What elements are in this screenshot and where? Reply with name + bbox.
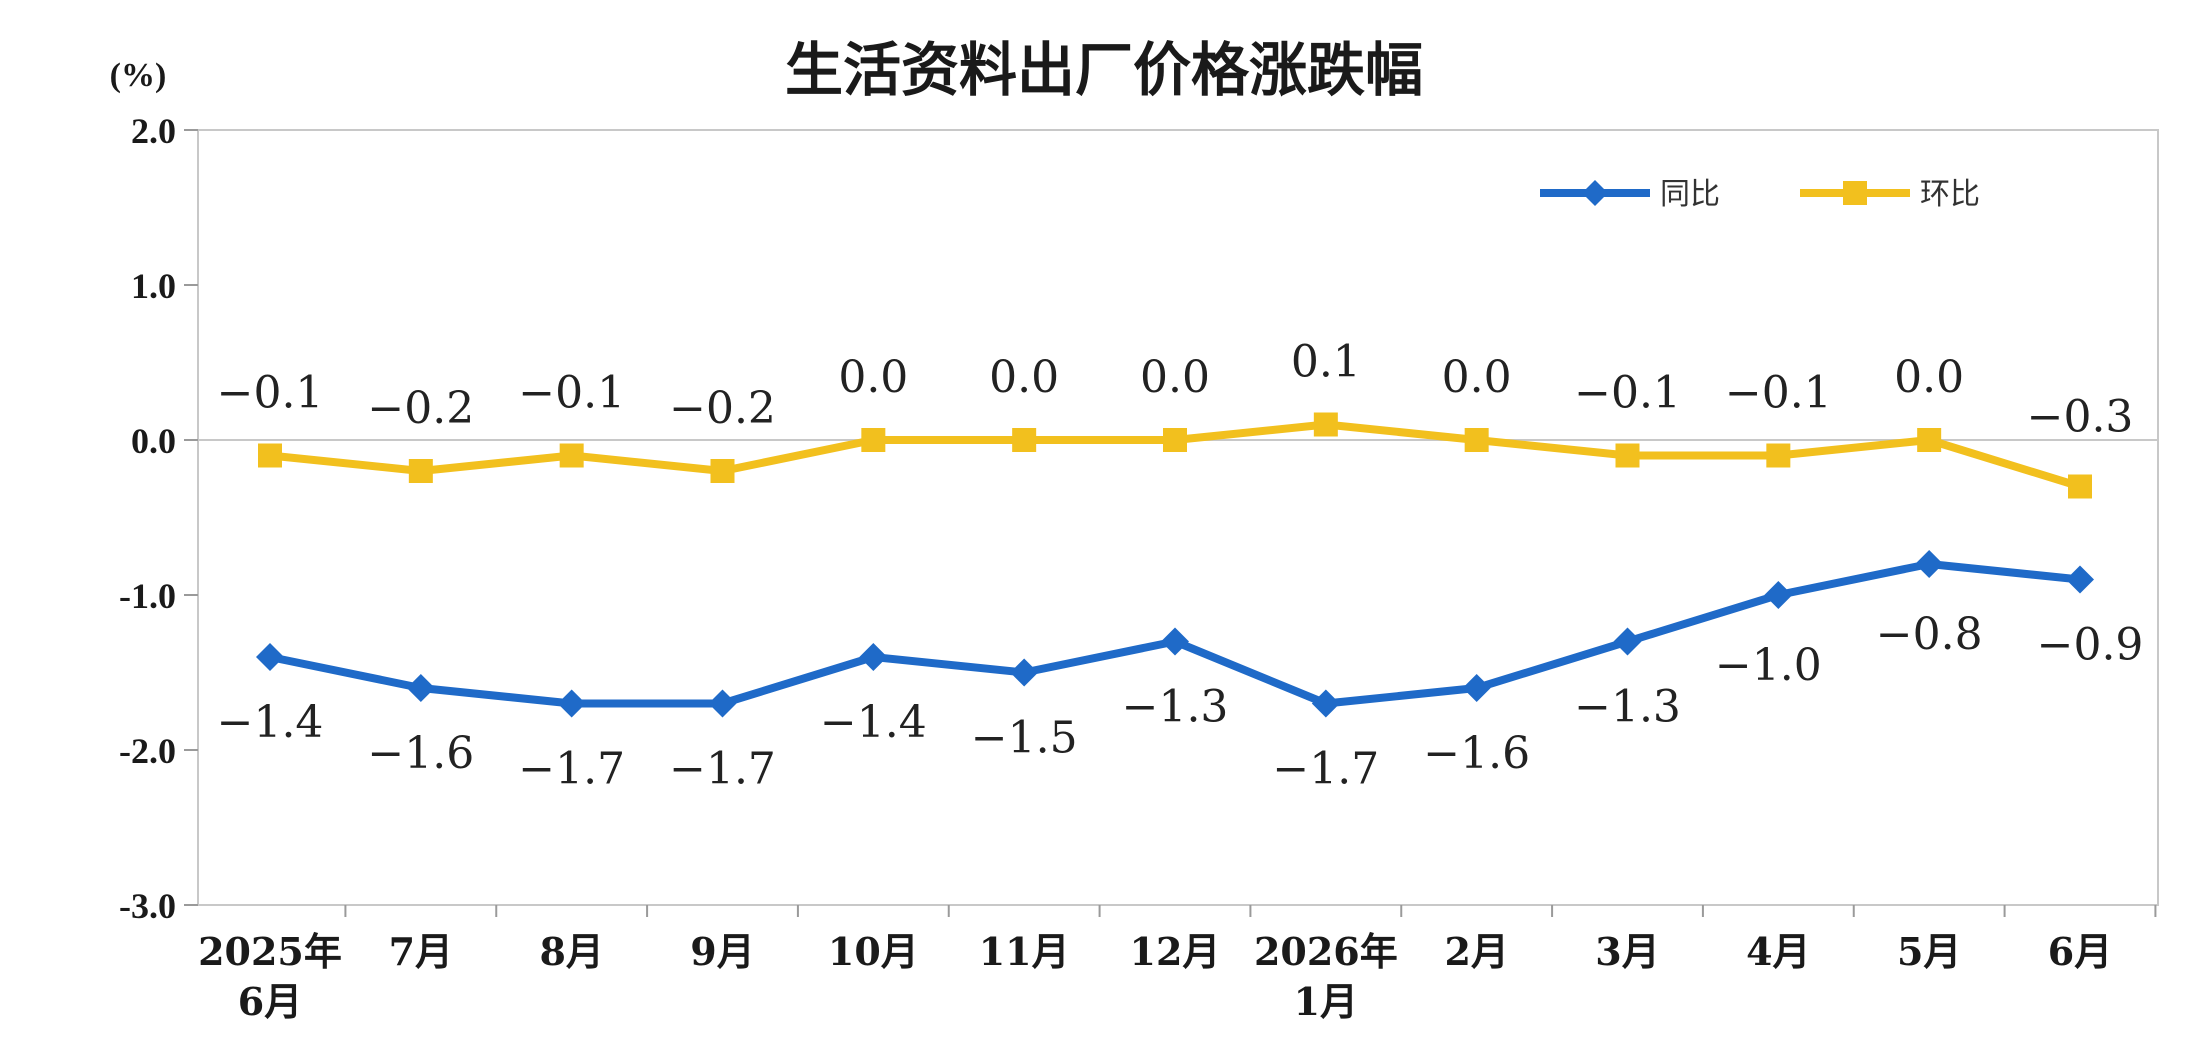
x-tick-label-line: 4月 [1746, 929, 1810, 974]
x-tick-label-line: 5月 [1897, 929, 1961, 974]
data-label-series-0: −1.3 [1122, 682, 1229, 733]
data-point-series-0 [1613, 627, 1642, 656]
data-label-series-0: −1.7 [669, 744, 776, 795]
x-tick-label: 7月 [389, 929, 453, 974]
legend-item-series-0: 同比 [1540, 177, 1720, 212]
data-point-series-1 [258, 443, 282, 468]
data-label-series-0: −1.6 [1423, 728, 1530, 779]
data-label-series-0: −1.5 [971, 713, 1078, 764]
x-tick-label-line: 11月 [979, 929, 1070, 974]
data-label-series-0: −1.4 [217, 697, 324, 748]
x-tick-label-line: 1月 [1294, 979, 1358, 1024]
data-label-series-1: −0.2 [669, 383, 776, 434]
data-label-series-1: 0.0 [838, 352, 908, 403]
data-point-series-1 [1917, 428, 1942, 452]
x-tick-label: 6月 [2048, 929, 2112, 974]
x-tick-label: 5月 [1897, 929, 1961, 974]
data-point-series-1 [2068, 474, 2092, 499]
legend-label-series-0: 同比 [1660, 177, 1720, 212]
legend: 同比 环比 [1540, 177, 1980, 212]
data-point-series-1 [1766, 443, 1791, 468]
data-label-series-1: 0.0 [1140, 352, 1210, 403]
data-label-series-0: −0.9 [2037, 620, 2144, 671]
data-label-series-0: −1.0 [1715, 640, 1822, 691]
data-point-series-0 [708, 689, 737, 718]
legend-item-series-1: 环比 [1800, 177, 1980, 212]
data-point-series-1 [710, 459, 735, 483]
data-point-series-0 [2066, 565, 2094, 594]
x-tick-label: 8月 [539, 929, 603, 974]
data-label-series-0: −1.4 [820, 697, 927, 748]
y-tick-label: -1.0 [119, 576, 176, 616]
data-point-series-0 [1764, 581, 1793, 609]
x-tick-label-line: 10月 [828, 929, 919, 974]
legend-diamond-icon [1582, 180, 1608, 206]
x-tick-label-line: 6月 [2048, 929, 2112, 974]
x-tick-label-line: 6月 [238, 979, 302, 1024]
x-tick-label: 4月 [1746, 929, 1810, 974]
chart-title: 生活资料出厂价格涨跌幅 [785, 36, 1423, 104]
data-label-series-1: −0.1 [1574, 368, 1681, 419]
x-tick-label: 10月 [828, 929, 919, 974]
plot-frame [197, 129, 2159, 906]
data-point-series-0 [1161, 627, 1189, 656]
data-label-series-0: −1.6 [367, 728, 474, 779]
data-label-series-0: −1.7 [518, 744, 625, 795]
x-tick-label-line: 2025年 [198, 929, 342, 974]
data-point-series-0 [256, 643, 284, 671]
data-label-series-1: 0.1 [1291, 337, 1361, 388]
data-point-series-1 [1012, 428, 1037, 452]
data-label-series-1: −0.2 [367, 383, 474, 434]
x-tick-label: 2025年 6月 [198, 929, 342, 1024]
data-label-series-1: 0.0 [989, 352, 1059, 403]
data-label-series-1: −0.1 [1725, 368, 1832, 419]
data-label-series-1: −0.1 [518, 368, 625, 419]
legend-label-series-1: 环比 [1920, 177, 1980, 212]
x-tick-label-line: 12月 [1130, 929, 1221, 974]
y-tick-label: -2.0 [119, 731, 176, 771]
data-label-series-0: −1.3 [1574, 682, 1681, 733]
data-label-series-0: −0.8 [1876, 609, 1983, 660]
x-tick-label-line: 8月 [539, 929, 603, 974]
y-tick-label: 1.0 [131, 266, 176, 306]
data-point-series-0 [1311, 689, 1340, 718]
data-label-series-1: 0.0 [1894, 352, 1964, 403]
data-label-series-1: −0.1 [217, 368, 324, 419]
y-tick-label: 2.0 [131, 111, 176, 151]
data-point-series-0 [859, 643, 888, 671]
x-tick-label-line: 2026年 [1254, 929, 1398, 974]
x-tick-label: 11月 [979, 929, 1070, 974]
x-tick-label-line: 3月 [1595, 929, 1659, 974]
data-point-series-1 [408, 459, 433, 483]
x-tick-label: 9月 [690, 929, 754, 974]
data-point-series-1 [559, 443, 584, 468]
data-point-series-0 [1462, 674, 1491, 702]
x-tick-label: 2026年 1月 [1254, 929, 1398, 1024]
data-label-series-1: −0.3 [2027, 392, 2134, 443]
data-label-series-1: 0.0 [1442, 352, 1512, 403]
data-point-series-1 [1464, 428, 1489, 452]
y-tick-label: -3.0 [119, 886, 176, 926]
data-point-series-0 [406, 674, 435, 702]
data-point-series-0 [1010, 658, 1039, 687]
x-tick-label-line: 9月 [690, 929, 754, 974]
x-tick-label-line: 7月 [389, 929, 453, 974]
data-point-series-1 [1615, 443, 1640, 468]
y-axis-unit: (%) [110, 57, 167, 94]
data-point-series-1 [861, 428, 886, 452]
x-tick-label-line: 2月 [1444, 929, 1508, 974]
data-point-series-1 [1163, 428, 1187, 452]
data-point-series-0 [1915, 550, 1944, 578]
x-tick-label: 12月 [1130, 929, 1221, 974]
y-tick-label: 0.0 [131, 421, 176, 461]
x-tick-label: 3月 [1595, 929, 1659, 974]
data-label-series-0: −1.7 [1272, 744, 1379, 795]
data-point-series-0 [557, 689, 586, 718]
data-point-series-1 [1313, 412, 1338, 437]
x-tick-label: 2月 [1444, 929, 1508, 974]
legend-square-icon [1843, 181, 1867, 205]
